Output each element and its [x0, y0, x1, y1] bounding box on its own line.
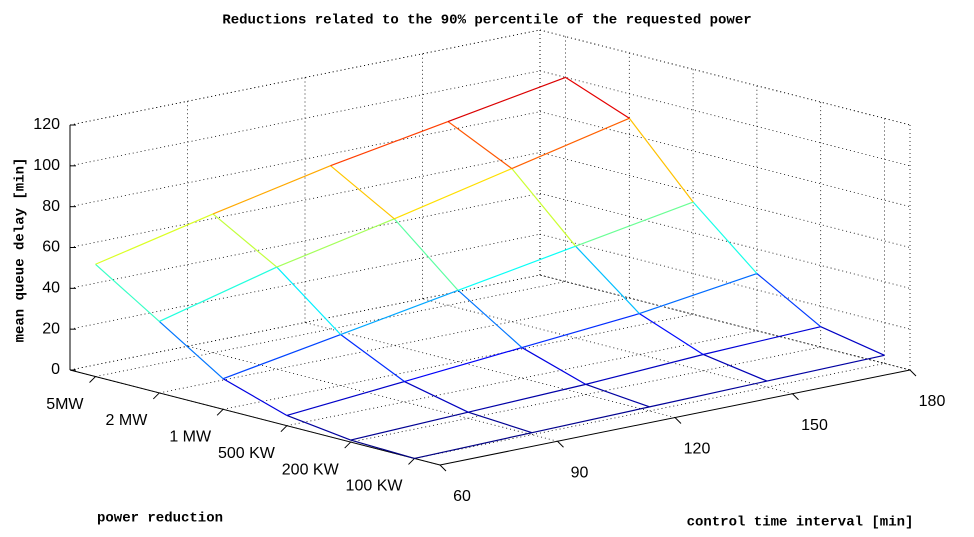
grid-line: [350, 346, 821, 443]
y-tick: [216, 408, 224, 416]
x-tick-label: 60: [453, 488, 471, 505]
z-tick-label: 80: [42, 198, 60, 215]
mesh-edge: [286, 380, 405, 417]
grid-line: [539, 29, 911, 126]
z-tick-label: 120: [33, 116, 60, 133]
mesh-edge: [575, 245, 640, 315]
grid-line: [223, 313, 694, 410]
y-tick-label: 500 KW: [218, 445, 276, 462]
y-tick: [344, 441, 352, 449]
x-tick: [909, 369, 917, 377]
mesh-edge: [511, 168, 577, 247]
x-axis-label: control time interval [min]: [687, 515, 914, 531]
mesh-edge: [639, 272, 758, 315]
grid-line: [95, 281, 566, 377]
mesh-edge: [702, 353, 768, 382]
mesh-edge: [457, 289, 523, 349]
y-tick: [152, 392, 160, 400]
mesh-edge: [447, 76, 566, 123]
mesh-edge: [158, 321, 224, 380]
mesh-edge: [330, 120, 449, 167]
mesh-edge: [159, 266, 278, 323]
grid-line: [159, 297, 630, 394]
mesh-edge: [350, 439, 415, 460]
mesh-edge: [404, 380, 469, 413]
grid-line: [286, 330, 757, 427]
y-axis-label: power reduction: [97, 511, 223, 527]
mesh-edge: [447, 121, 513, 170]
z-tick-label: 100: [33, 157, 60, 174]
mesh-edge: [531, 406, 650, 434]
mesh-edge: [639, 313, 704, 355]
mesh-edge: [457, 245, 576, 291]
mesh-edge: [394, 168, 513, 220]
y-tick-label: 5MW: [46, 396, 84, 413]
mesh-edge: [286, 414, 351, 441]
mesh-edge: [276, 266, 342, 335]
x-tick-label: 120: [684, 441, 711, 458]
z-tick-label: 40: [42, 280, 60, 297]
mesh-edge: [585, 353, 704, 385]
x-tick: [557, 440, 564, 448]
z-tick-label: 60: [42, 239, 60, 256]
mesh-edge: [95, 263, 160, 322]
mesh-edge: [468, 411, 533, 434]
x-tick-label: 90: [571, 464, 589, 481]
grid-line: [539, 233, 911, 330]
grid-line: [539, 70, 911, 167]
mesh-edge: [703, 326, 821, 356]
mesh-edge: [330, 165, 395, 220]
x-tick: [792, 393, 799, 401]
mesh-edge: [628, 117, 694, 203]
chart-title: Reductions related to the 90% percentile…: [222, 13, 751, 29]
mesh-edge: [511, 117, 630, 170]
mesh-edge: [414, 432, 533, 460]
mesh-edge: [565, 76, 630, 119]
mesh-edge: [585, 383, 650, 408]
grid-line: [539, 192, 911, 289]
mesh-edge: [212, 213, 278, 268]
y-tick-label: 200 KW: [282, 461, 340, 478]
axis-line: [69, 369, 441, 466]
mesh-edge: [222, 333, 341, 380]
grid-line: [69, 152, 541, 248]
x-tick-label: 150: [801, 417, 828, 434]
mesh-edge: [820, 326, 885, 356]
grid-line: [414, 363, 885, 459]
mesh-edge: [692, 201, 758, 274]
x-tick: [674, 417, 682, 424]
mesh-edge: [575, 201, 694, 247]
y-tick: [408, 458, 415, 465]
mesh-edge: [393, 218, 459, 291]
mesh-edge: [756, 273, 822, 328]
grid-line: [304, 322, 676, 418]
y-tick-label: 2 MW: [106, 412, 149, 429]
z-axis-label: mean queue delay [min]: [13, 158, 29, 343]
y-tick: [280, 425, 288, 433]
mesh-edge: [222, 378, 288, 417]
y-tick-label: 1 MW: [169, 429, 212, 446]
x-tick-label: 180: [919, 393, 946, 410]
mesh-edge: [276, 218, 395, 268]
mesh-edge: [521, 313, 640, 349]
grid-line: [539, 152, 911, 248]
mesh-edge: [350, 411, 469, 441]
y-tick: [89, 376, 96, 383]
mesh-edge: [649, 380, 768, 408]
mesh-edge: [468, 383, 586, 413]
grid-line: [539, 111, 911, 208]
mesh-edge: [404, 346, 523, 383]
mesh-edge: [212, 165, 331, 215]
mesh-edge: [340, 289, 459, 336]
mesh-edge: [766, 354, 885, 382]
mesh-edge: [95, 213, 214, 265]
mesh-edge: [340, 334, 405, 383]
z-tick-label: 0: [51, 361, 60, 378]
z-tick-label: 20: [42, 320, 60, 337]
y-tick-label: 100 KW: [346, 478, 404, 495]
x-tick: [439, 464, 447, 472]
mesh-edge: [521, 347, 586, 385]
grid-line: [187, 345, 558, 442]
